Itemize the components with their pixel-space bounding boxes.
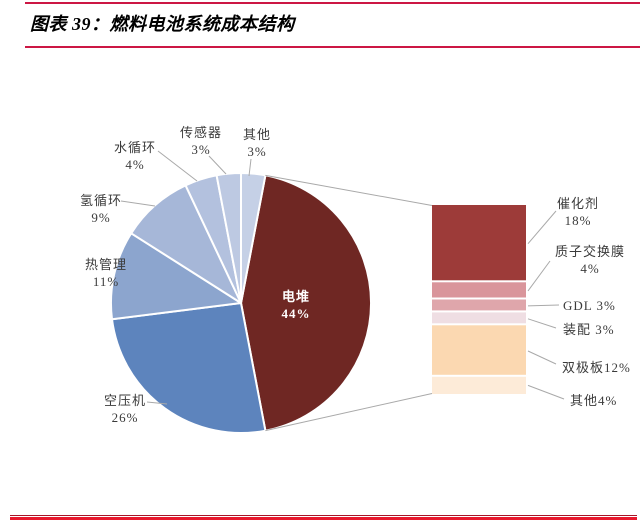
pie-label-percent: 26%	[111, 410, 139, 425]
pie-label-sensor: 传感器 3%	[166, 124, 236, 158]
pie-bar-connector-top	[265, 174, 433, 206]
bar-segment-bipolar-plate	[432, 325, 526, 375]
pie-label-other: 其他 3%	[224, 126, 290, 160]
pie-label-name: 电堆	[281, 289, 310, 304]
pie-label-leader-water-loop	[157, 150, 198, 182]
bottom-rule	[10, 517, 637, 520]
pie-label-percent: 3%	[191, 142, 211, 157]
bar-label-percent: 18%	[564, 213, 592, 228]
bar-segment-pem-membrane	[432, 282, 526, 298]
pie-label-percent: 3%	[247, 144, 267, 159]
bar-label-bipolar-plate: 双极板12%	[562, 360, 631, 375]
pie-label-name: 热管理	[84, 257, 127, 272]
bar-label-leader-bipolar-plate	[527, 350, 557, 365]
pie-label-name: 氢循环	[79, 193, 122, 208]
bar-label-leader-other	[527, 384, 565, 400]
bar-label-pem-membrane: 质子交换膜 4%	[549, 243, 631, 277]
pie-inner-label-stack: 电堆 44%	[261, 288, 331, 322]
pie-slice-thermal-mgmt	[109, 232, 242, 321]
title-underline-rule	[25, 46, 640, 48]
bar-segment-other	[432, 376, 526, 394]
bar-segment-gdl	[432, 299, 526, 311]
bar-label-gdl: GDL 3%	[563, 298, 616, 313]
pie-label-name: 其他	[242, 127, 271, 142]
bar-label-leader-catalyst	[527, 210, 557, 245]
bar-segment-catalyst	[432, 205, 526, 281]
pie-label-leader-other	[248, 158, 252, 177]
top-rule	[25, 2, 640, 4]
bar-label-assembly: 装配 3%	[563, 322, 615, 337]
pie-slice-air-compressor	[111, 302, 267, 434]
pie-label-percent: 11%	[92, 274, 120, 289]
bar-label-catalyst: 催化剂 18%	[545, 195, 611, 229]
pie-label-percent: 9%	[91, 210, 111, 225]
pie-label-name: 空压机	[103, 393, 146, 408]
bar-label-name: 催化剂	[556, 196, 599, 211]
bottom-rule-thin	[10, 515, 637, 516]
pie-label-percent: 44%	[281, 306, 311, 321]
bar-label-leader-assembly	[527, 318, 557, 329]
pie-slice-stack	[240, 174, 373, 432]
figure-title: 图表 39：燃料电池系统成本结构	[30, 14, 295, 34]
pie-label-percent: 4%	[125, 157, 145, 172]
pie-label-hydrogen-loop: 氢循环 9%	[66, 192, 136, 226]
pie-label-leader-sensor	[208, 155, 227, 175]
bar-label-percent: 4%	[580, 261, 600, 276]
pie-label-water-loop: 水循环 4%	[100, 139, 170, 173]
bar-label-leader-pem-membrane	[527, 260, 551, 292]
pie-slice-other	[240, 171, 267, 304]
pie-label-leader-air-compressor	[146, 401, 168, 405]
bar-label-other: 其他4%	[570, 393, 618, 408]
bar-label-name: 质子交换膜	[554, 244, 625, 259]
pie-label-name: 水循环	[113, 140, 156, 155]
pie-label-leader-hydrogen-loop	[120, 200, 156, 207]
pie-label-name: 传感器	[179, 125, 222, 140]
bar-label-leader-gdl	[527, 304, 560, 307]
pie-label-air-compressor: 空压机 26%	[90, 392, 160, 426]
pie-bar-connector-bottom	[265, 393, 433, 432]
pie-label-thermal-mgmt: 热管理 11%	[71, 256, 141, 290]
bar-segment-assembly	[432, 312, 526, 324]
